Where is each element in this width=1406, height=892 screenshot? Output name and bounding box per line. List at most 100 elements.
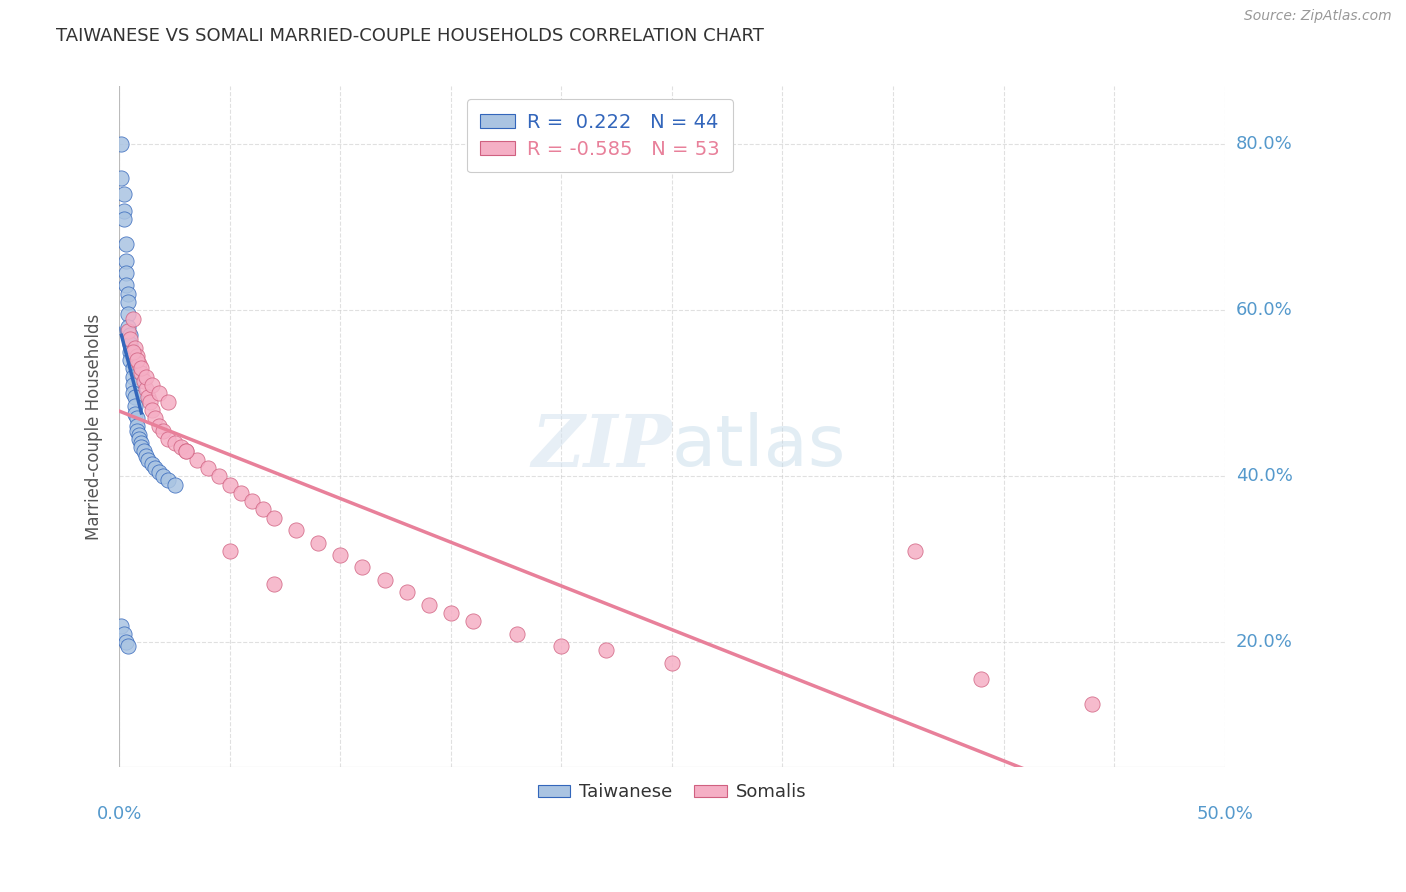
Point xyxy=(121,369,143,384)
Point xyxy=(121,311,143,326)
Point xyxy=(110,170,132,185)
Text: 60.0%: 60.0% xyxy=(1236,301,1292,319)
Point xyxy=(285,523,308,537)
Text: 0.0%: 0.0% xyxy=(97,805,142,823)
Point xyxy=(112,627,135,641)
Point xyxy=(461,615,484,629)
Point xyxy=(156,432,179,446)
Point xyxy=(141,457,163,471)
Point xyxy=(120,336,142,351)
Legend: Taiwanese, Somalis: Taiwanese, Somalis xyxy=(530,776,814,808)
Point xyxy=(121,361,143,376)
Point xyxy=(125,424,148,438)
Point xyxy=(112,203,135,218)
Point xyxy=(156,394,179,409)
Point xyxy=(132,444,155,458)
Point xyxy=(218,544,240,558)
Point xyxy=(115,635,138,649)
Point xyxy=(131,361,153,376)
Point xyxy=(240,494,263,508)
Point xyxy=(352,560,374,574)
Point xyxy=(418,598,440,612)
Point xyxy=(174,444,197,458)
Point xyxy=(112,187,135,202)
Point xyxy=(115,278,138,293)
Point xyxy=(125,419,148,434)
Point xyxy=(186,452,208,467)
Point xyxy=(263,577,285,591)
Point xyxy=(263,510,285,524)
Point xyxy=(174,444,197,458)
Point xyxy=(970,673,993,687)
Text: 50.0%: 50.0% xyxy=(1197,805,1253,823)
Point xyxy=(121,378,143,392)
Point xyxy=(136,452,159,467)
Point xyxy=(135,449,157,463)
Point xyxy=(229,486,252,500)
Point xyxy=(135,382,157,396)
Point xyxy=(208,469,231,483)
Text: atlas: atlas xyxy=(672,412,846,482)
Point xyxy=(143,461,166,475)
Point xyxy=(110,137,132,152)
Point xyxy=(117,295,139,310)
Point xyxy=(395,585,418,599)
Text: 80.0%: 80.0% xyxy=(1236,136,1292,153)
Point xyxy=(110,618,132,632)
Point xyxy=(132,374,155,388)
Point xyxy=(904,544,927,558)
Point xyxy=(141,403,163,417)
Text: ZIP: ZIP xyxy=(531,411,672,483)
Point xyxy=(124,341,146,355)
Point xyxy=(1081,698,1104,712)
Point xyxy=(117,286,139,301)
Point xyxy=(120,344,142,359)
Point xyxy=(374,573,396,587)
Point xyxy=(128,427,150,442)
Point xyxy=(550,640,572,654)
Point xyxy=(124,391,146,405)
Point xyxy=(156,474,179,488)
Point xyxy=(252,502,274,516)
Point xyxy=(141,378,163,392)
Point xyxy=(121,386,143,401)
Point xyxy=(440,606,463,620)
Point xyxy=(120,332,142,346)
Point xyxy=(120,328,142,343)
Point xyxy=(506,627,529,641)
Point xyxy=(112,212,135,227)
Text: Source: ZipAtlas.com: Source: ZipAtlas.com xyxy=(1244,9,1392,23)
Point xyxy=(128,357,150,371)
Point xyxy=(197,461,219,475)
Point xyxy=(148,465,170,479)
Point xyxy=(163,436,186,450)
Point xyxy=(124,399,146,413)
Point xyxy=(117,320,139,334)
Point xyxy=(117,640,139,654)
Point xyxy=(115,253,138,268)
Point xyxy=(131,436,153,450)
Point xyxy=(115,266,138,280)
Text: 20.0%: 20.0% xyxy=(1236,633,1292,651)
Y-axis label: Married-couple Households: Married-couple Households xyxy=(86,313,103,540)
Point xyxy=(135,369,157,384)
Point xyxy=(128,432,150,446)
Point xyxy=(152,469,174,483)
Point xyxy=(121,344,143,359)
Point xyxy=(148,419,170,434)
Point xyxy=(329,548,352,562)
Point xyxy=(148,386,170,401)
Point xyxy=(136,391,159,405)
Point xyxy=(163,477,186,491)
Point xyxy=(218,477,240,491)
Point xyxy=(131,366,153,380)
Text: 40.0%: 40.0% xyxy=(1236,467,1292,485)
Point xyxy=(131,440,153,454)
Point xyxy=(307,535,329,549)
Point xyxy=(124,407,146,421)
Point xyxy=(120,353,142,368)
Point xyxy=(152,424,174,438)
Point xyxy=(143,411,166,425)
Point xyxy=(117,324,139,338)
Point xyxy=(595,643,617,657)
